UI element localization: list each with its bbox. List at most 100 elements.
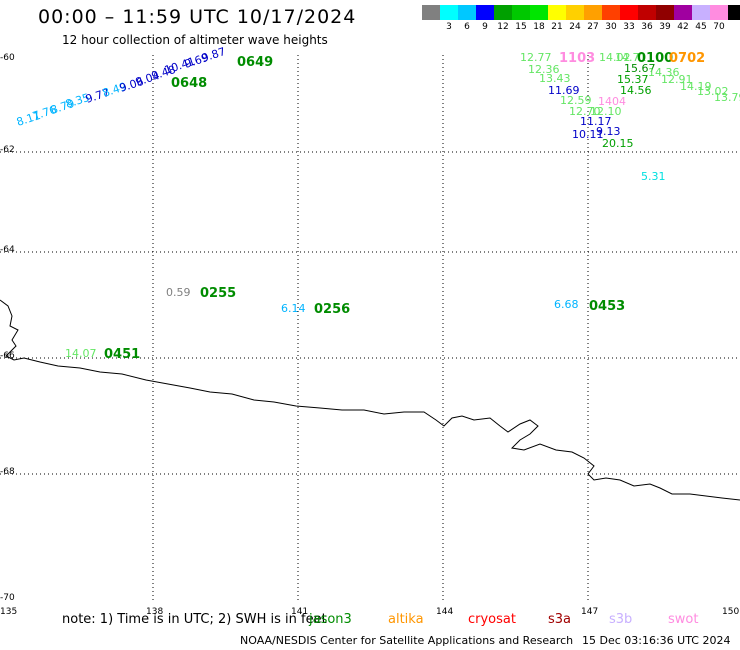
wave-height-value: 0.59: [166, 286, 191, 299]
legend-swatch: [710, 5, 728, 20]
legend-swatch: [638, 5, 656, 20]
page-title: 00:00 – 11:59 UTC 10/17/2024: [38, 6, 357, 28]
legend-swatch: [584, 5, 602, 20]
generation-timestamp: 15 Dec 03:16:36 UTC 2024: [582, 634, 731, 647]
pass-time-label: 0649: [237, 55, 273, 70]
pass-time-label: 0255: [200, 286, 236, 301]
legend-tick-label: 24: [569, 22, 581, 32]
legend-tick-label: 27: [587, 22, 599, 32]
legend-tick-label: 12: [497, 22, 509, 32]
legend-swatch: [728, 5, 740, 20]
wave-height-value: 14.07: [65, 347, 97, 360]
legend-tick-label: 30: [605, 22, 617, 32]
wave-height-value: 20.15: [602, 137, 634, 150]
legend-swatch: [548, 5, 566, 20]
wave-height-value: 12.10: [590, 105, 622, 118]
wave-height-value: 6.14: [281, 302, 306, 315]
legend-swatch: [656, 5, 674, 20]
wave-height-value: 14.02: [599, 51, 631, 64]
satellite-name: s3b: [609, 612, 633, 627]
satellite-name: swot: [668, 612, 699, 627]
latitude-label: -70: [0, 593, 15, 603]
longitude-label: 144: [436, 607, 453, 617]
legend-swatch: [602, 5, 620, 20]
legend-tick-label: 45: [695, 22, 707, 32]
legend-swatch: [512, 5, 530, 20]
wave-height-value: 12.70: [569, 105, 601, 118]
satellite-name: altika: [388, 612, 424, 627]
pass-time-label: 0256: [314, 302, 350, 317]
wave-height-value: 14.19: [680, 80, 712, 93]
wave-height-labels: 8.117.768.798.359.778.499.069.049.4810.4…: [15, 45, 740, 360]
axis-labels: -60 -62 -64 -66 -68 -70 135 138 141 144 147 150: [0, 53, 739, 617]
legend-tick-label: 21: [551, 22, 563, 32]
longitude-label: 138: [146, 607, 163, 617]
wave-height-value: 9.13: [596, 125, 621, 138]
legend-swatch: [530, 5, 548, 20]
wave-height-value: 12.91: [661, 73, 693, 86]
wave-height-value: 14.71: [615, 51, 647, 64]
legend-tick-label: 6: [464, 22, 470, 32]
legend-swatch: [674, 5, 692, 20]
legend-swatch: [458, 5, 476, 20]
latitude-label: -66: [0, 351, 15, 361]
pass-time-label: 1103: [559, 51, 595, 66]
wave-height-value: 13.02: [697, 85, 729, 98]
graticule: [0, 55, 740, 600]
wave-height-value: 11.17: [580, 115, 612, 128]
legend-tick-label: 3: [446, 22, 452, 32]
legend-swatch: [494, 5, 512, 20]
wave-height-value: 15.67: [624, 62, 656, 75]
legend-tick-label: 18: [533, 22, 545, 32]
satellite-name: s3a: [548, 612, 572, 627]
page-subtitle: 12 hour collection of altimeter wave hei…: [62, 33, 328, 47]
satellite-name: jason3: [309, 612, 352, 627]
wave-height-value: 1404: [598, 95, 626, 108]
wave-height-value: 14.56: [620, 84, 652, 97]
latitude-label: -64: [0, 245, 15, 255]
legend-swatch: [440, 5, 458, 20]
wave-height-value: 13.43: [539, 72, 571, 85]
latitude-label: -62: [0, 145, 15, 155]
latitude-label: -68: [0, 467, 15, 477]
wave-height-value: 6.68: [554, 298, 579, 311]
pass-time-label: 0451: [104, 347, 140, 362]
legend-tick-label: 70: [713, 22, 725, 32]
legend-tick-label: 33: [623, 22, 635, 32]
wave-height-value: 12.36: [528, 63, 560, 76]
legend-tick-label: 39: [659, 22, 671, 32]
wave-height-value: 11.69: [548, 84, 580, 97]
pass-time-label: 0100: [637, 51, 673, 66]
legend-tick-label: 42: [677, 22, 689, 32]
wave-height-value: 9.87: [200, 45, 227, 65]
pass-time-label: 0702: [669, 51, 705, 66]
wave-height-value: 13.79: [714, 91, 740, 104]
legend-swatch: [566, 5, 584, 20]
legend-swatch: [620, 5, 638, 20]
footer-note: note: 1) Time is in UTC; 2) SWH is in fe…: [62, 612, 327, 627]
legend-swatch-row: [422, 5, 740, 20]
credit-text: NOAA/NESDIS Center for Satellite Applica…: [240, 634, 574, 647]
legend-swatch: [422, 5, 440, 20]
wave-height-value: 15.37: [617, 73, 649, 86]
satellite-name: cryosat: [468, 612, 516, 627]
legend-tick-label: 36: [641, 22, 653, 32]
wave-height-value: 10.11: [572, 128, 604, 141]
longitude-label: 135: [0, 607, 17, 617]
pass-time-label: 0648: [171, 76, 207, 91]
longitude-label: 141: [291, 607, 308, 617]
pass-time-label: 0453: [589, 299, 625, 314]
longitude-label: 147: [581, 607, 598, 617]
legend-tick-label: 9: [482, 22, 488, 32]
longitude-label: 150: [722, 607, 739, 617]
latitude-label: -60: [0, 53, 15, 63]
legend-swatch: [692, 5, 710, 20]
wave-height-value: 12.77: [520, 51, 552, 64]
wave-height-value: 14.36: [648, 66, 680, 79]
wave-height-value: 12.59: [560, 94, 592, 107]
